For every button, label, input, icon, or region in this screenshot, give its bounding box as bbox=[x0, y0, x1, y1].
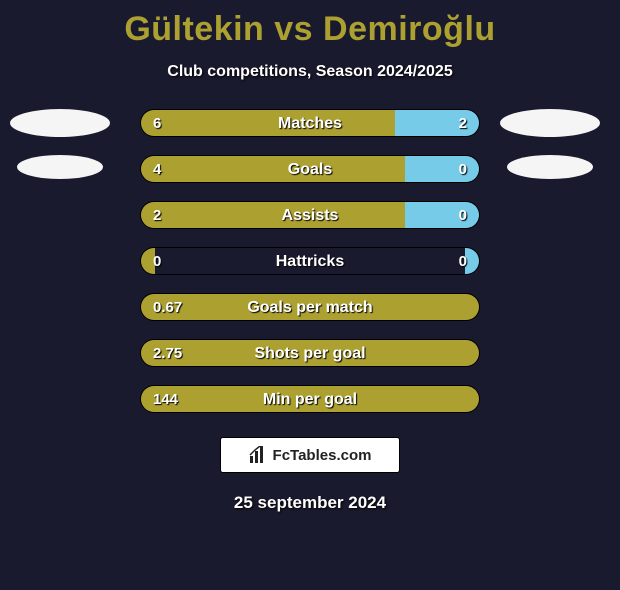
stat-bar-left: 4 bbox=[141, 156, 405, 182]
stat-bar-left: 0.67 bbox=[141, 294, 479, 320]
player-badge-oval bbox=[507, 155, 593, 179]
stat-left-value: 6 bbox=[141, 115, 173, 132]
stat-left-value: 0.67 bbox=[141, 299, 194, 316]
stat-bar: 0.67Goals per match bbox=[140, 293, 480, 321]
stat-right-value: 0 bbox=[447, 253, 479, 270]
stat-bar-right: 2 bbox=[395, 110, 480, 136]
stat-right-value: 0 bbox=[447, 207, 479, 224]
stat-bar-left: 2.75 bbox=[141, 340, 479, 366]
page-title: Gültekin vs Demiroğlu bbox=[0, 10, 620, 49]
stat-left-value: 2 bbox=[141, 207, 173, 224]
player-badge-oval bbox=[500, 109, 600, 137]
stat-bar-right: 0 bbox=[405, 156, 479, 182]
stat-bar: 40Goals bbox=[140, 155, 480, 183]
bar-chart-icon bbox=[249, 446, 267, 464]
stat-left-value: 4 bbox=[141, 161, 173, 178]
player-badge-oval bbox=[17, 155, 103, 179]
stat-row: 0.67Goals per match bbox=[0, 293, 620, 321]
stat-bar: 2.75Shots per goal bbox=[140, 339, 480, 367]
logo-badge: FcTables.com bbox=[220, 437, 400, 473]
stat-bar-left: 144 bbox=[141, 386, 479, 412]
stat-bar: 00Hattricks bbox=[140, 247, 480, 275]
stat-bar: 20Assists bbox=[140, 201, 480, 229]
stat-bar-left: 2 bbox=[141, 202, 405, 228]
stat-row: 20Assists bbox=[0, 201, 620, 229]
stat-bar-left: 6 bbox=[141, 110, 395, 136]
comparison-chart: 62Matches40Goals20Assists00Hattricks0.67… bbox=[0, 109, 620, 413]
stat-left-value: 2.75 bbox=[141, 345, 194, 362]
page-subtitle: Club competitions, Season 2024/2025 bbox=[0, 63, 620, 81]
stat-bar: 62Matches bbox=[140, 109, 480, 137]
logo-text: FcTables.com bbox=[273, 447, 372, 464]
stat-row: 00Hattricks bbox=[0, 247, 620, 275]
player-badge-oval bbox=[10, 109, 110, 137]
stat-row: 2.75Shots per goal bbox=[0, 339, 620, 367]
stat-bar-right: 0 bbox=[405, 202, 479, 228]
stat-bar: 144Min per goal bbox=[140, 385, 480, 413]
stat-right-value: 2 bbox=[447, 115, 479, 132]
stat-bar-left: 0 bbox=[141, 248, 155, 274]
stat-row: 144Min per goal bbox=[0, 385, 620, 413]
stat-bar-right: 0 bbox=[465, 248, 479, 274]
stat-right-value: 0 bbox=[447, 161, 479, 178]
date-text: 25 september 2024 bbox=[0, 493, 620, 513]
stat-left-value: 144 bbox=[141, 391, 190, 408]
